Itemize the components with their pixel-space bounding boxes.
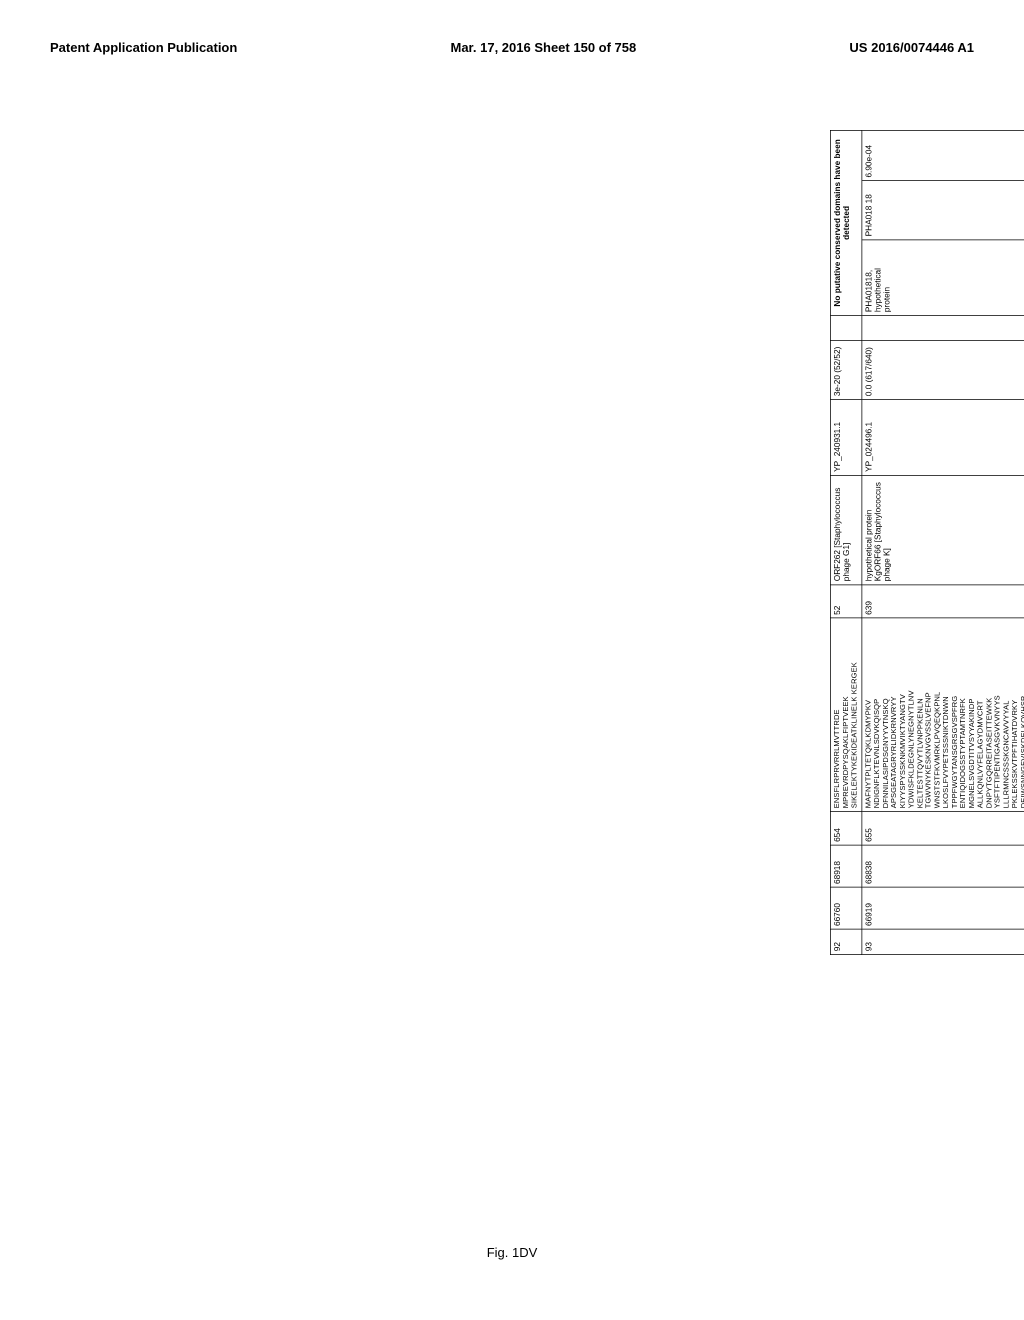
header-center: Mar. 17, 2016 Sheet 150 of 758 <box>451 40 637 55</box>
cell-n1: 66760 <box>830 887 861 929</box>
page: Patent Application Publication Mar. 17, … <box>0 0 1024 1320</box>
page-header: Patent Application Publication Mar. 17, … <box>50 40 974 55</box>
rotated-table-container: 92 66760 68918 654 ENSFLRPRVRRLMVTTRDE M… <box>830 130 1024 955</box>
cell-ev: 0.0 (617/640) <box>862 341 1024 400</box>
table-row: 93 66919 68838 655 MAFNYTPLTETQKLKDMYPKV… <box>862 130 1024 954</box>
cell-desc: hypothetical protein KgORF66 [Staphyloco… <box>862 475 1024 584</box>
domain-header: No putative conserved domains have been … <box>830 130 861 315</box>
cell-desc: ORF262 [Staphylococcus phage G1] <box>830 475 861 584</box>
cell-ev: 3e-20 (52/52) <box>830 341 861 400</box>
cell-blank <box>862 315 1024 340</box>
cell-idx: 93 <box>862 929 1024 954</box>
cell-n1: 66919 <box>862 887 1024 929</box>
cell-dom2: PHA018 18 <box>862 181 1024 240</box>
data-table: 92 66760 68918 654 ENSFLRPRVRRLMVTTRDE M… <box>830 130 1024 955</box>
cell-len: 654 <box>830 812 861 846</box>
cell-yp: YP_240931.1 <box>830 400 861 476</box>
cell-n2: 68838 <box>862 845 1024 887</box>
cell-idx: 92 <box>830 929 861 954</box>
cell-aa: 52 <box>830 585 861 619</box>
cell-seq: ENSFLRPRVRRLMVTTRDE MPREVRDPYSQAKLFIPTVE… <box>830 618 861 811</box>
cell-len: 655 <box>862 812 1024 846</box>
header-left: Patent Application Publication <box>50 40 237 55</box>
figure-caption: Fig. 1DV <box>0 1245 1024 1260</box>
table-row: 92 66760 68918 654 ENSFLRPRVRRLMVTTRDE M… <box>830 130 861 954</box>
cell-seq: MAFNYTPLTETQKLKDMYPKV NDIGNFLKTEVNLSDVKQ… <box>862 618 1024 811</box>
cell-n2: 68918 <box>830 845 861 887</box>
cell-dom3: 6.90e-04 <box>862 130 1024 181</box>
cell-blank <box>830 315 861 340</box>
cell-yp: YP_024496.1 <box>862 400 1024 476</box>
header-right: US 2016/0074446 A1 <box>849 40 974 55</box>
cell-aa: 639 <box>862 585 1024 619</box>
cell-dom1: PHA01818, hypothetical protein <box>862 240 1024 316</box>
